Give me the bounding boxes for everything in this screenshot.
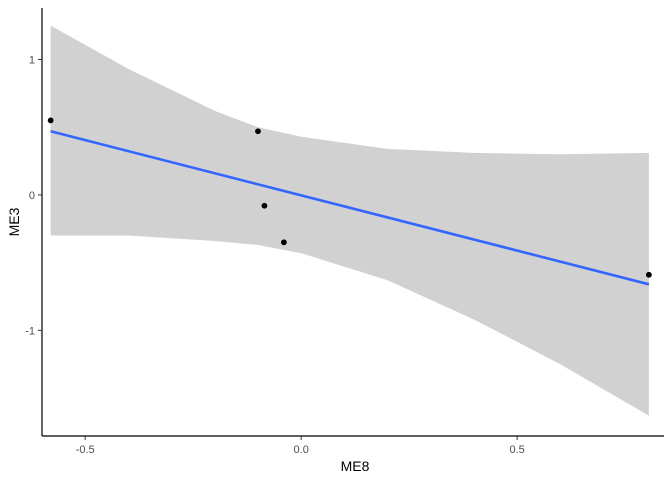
x-axis-title: ME8 [341, 458, 370, 474]
y-tick-label: 1 [29, 54, 35, 66]
x-tick-label: 0.0 [294, 444, 309, 456]
axes-layer: -0.5 0.0 0.5 -1 0 1 [25, 8, 664, 456]
regression-line [50, 129, 650, 286]
data-point-3 [261, 202, 268, 209]
data-point-1 [47, 117, 54, 124]
y-tick-label: 0 [29, 190, 35, 202]
confidence-band-layer [50, 25, 649, 416]
data-point-4 [280, 239, 287, 246]
x-ticks: -0.5 0.0 0.5 [76, 436, 525, 456]
y-axis-title: ME3 [6, 207, 22, 236]
data-point-5 [645, 271, 652, 278]
data-point-2 [255, 128, 261, 135]
x-tick-label: 0.5 [509, 444, 524, 456]
x-tick-label: -0.5 [76, 444, 95, 456]
y-tick-label: -1 [25, 325, 35, 337]
y-ticks: -1 0 1 [25, 54, 42, 337]
confidence-band [50, 25, 649, 416]
fit-line-layer [50, 129, 650, 286]
points-layer [47, 117, 652, 278]
